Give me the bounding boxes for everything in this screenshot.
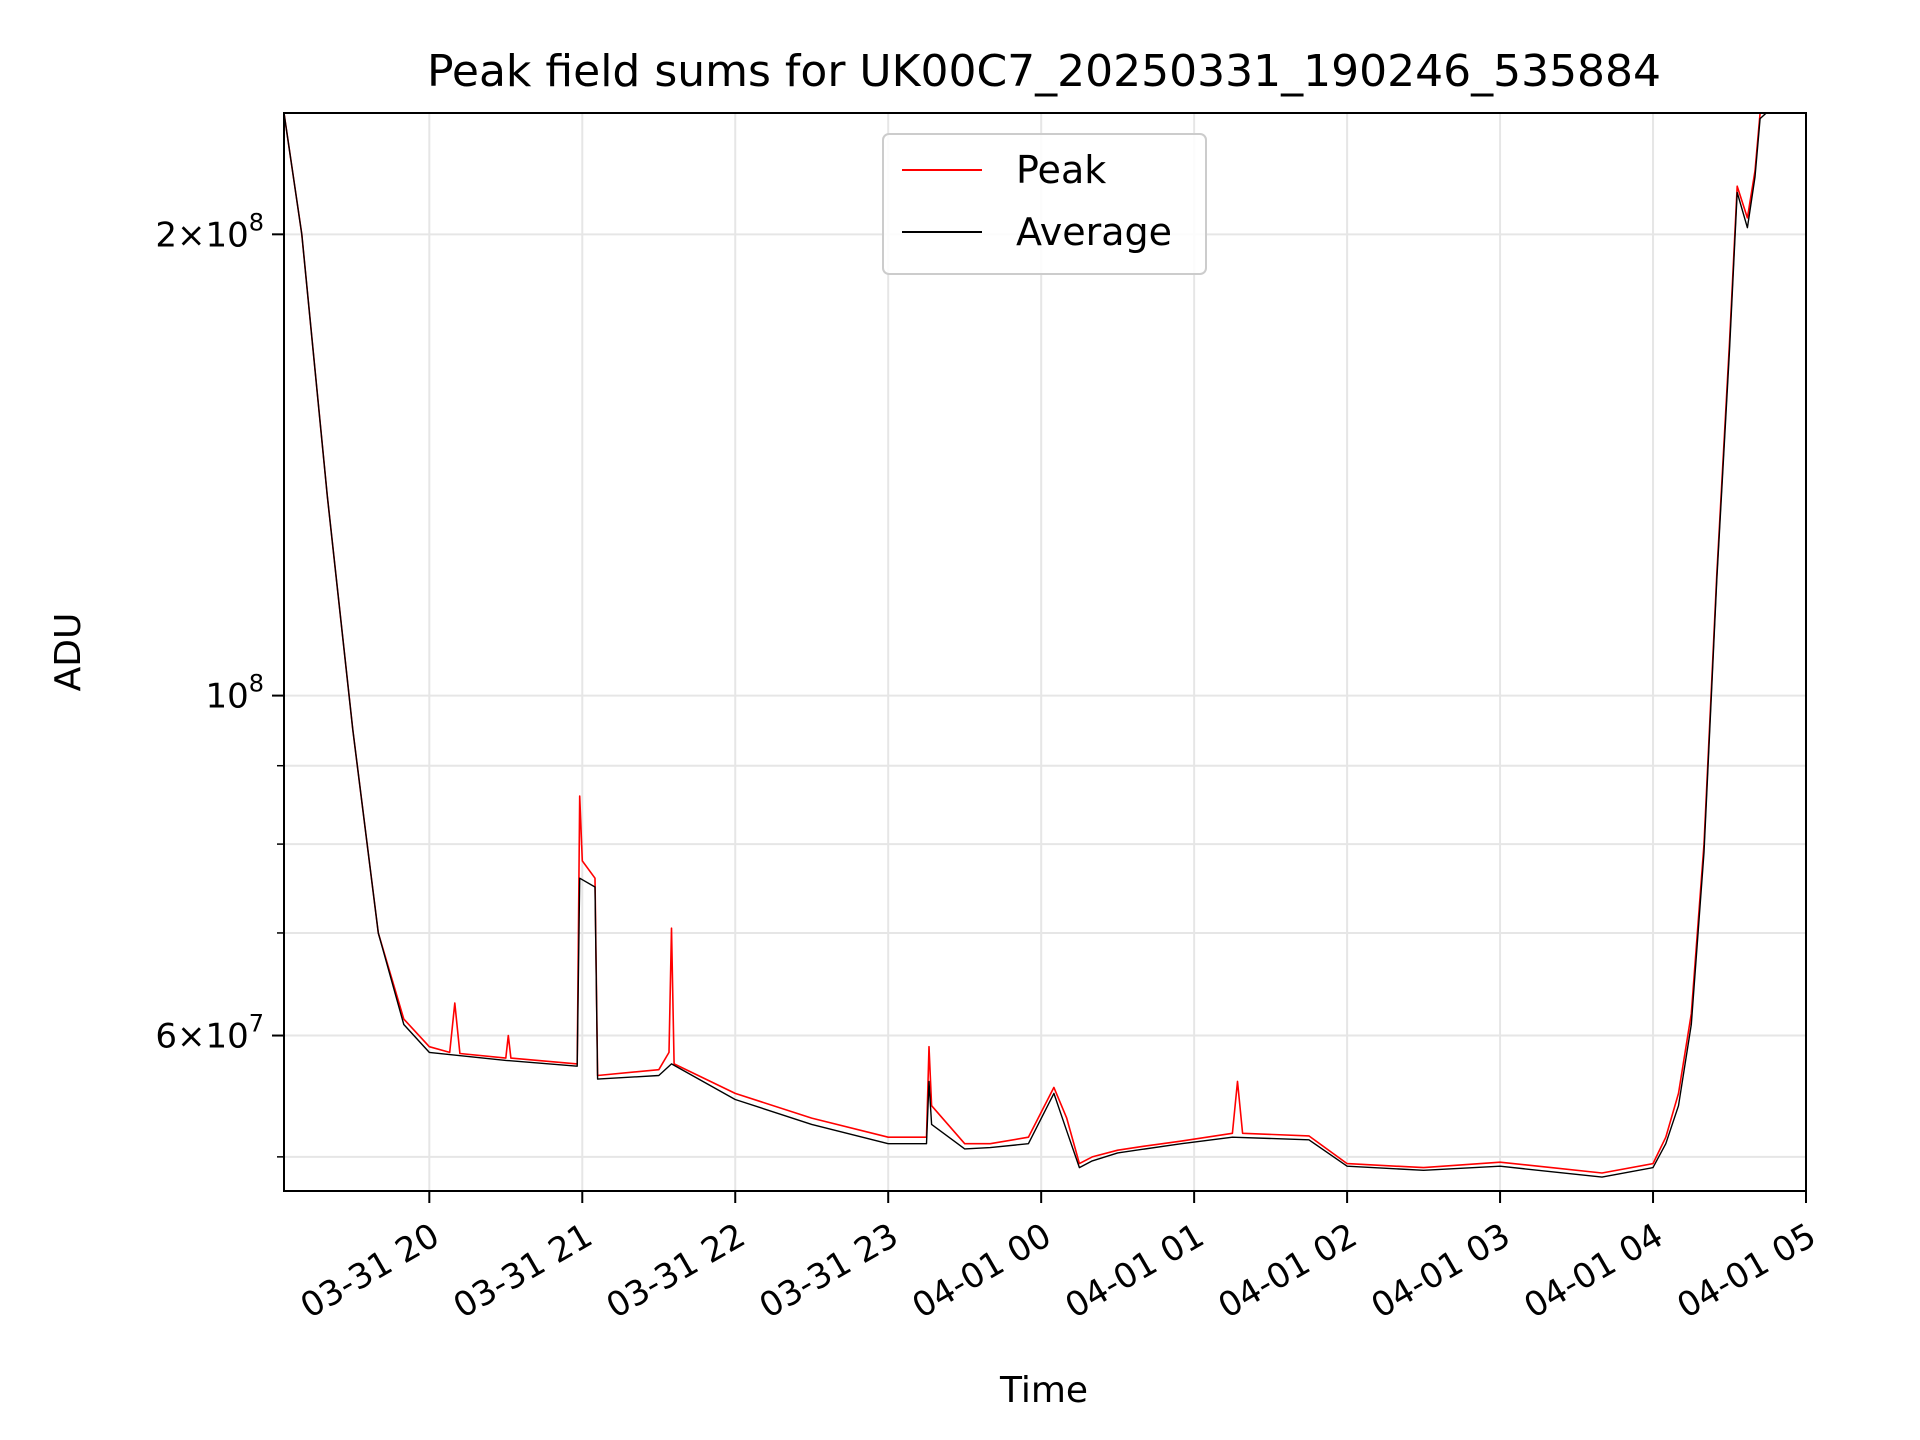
series-line-average: [284, 113, 1768, 1178]
series-line-peak: [284, 113, 1762, 1174]
legend-entry-peak: Peak: [1016, 148, 1106, 192]
x-tick-label: 04-01 00: [906, 1216, 1058, 1327]
legend: Peak Average: [882, 133, 1207, 275]
y-tick-exponent: 8: [249, 670, 264, 698]
x-tick-label: 04-01 01: [1059, 1216, 1211, 1327]
y-tick-mantissa: 2: [155, 215, 177, 255]
y-tick-mantissa: 6: [155, 1017, 177, 1057]
x-tick-label: 04-01 02: [1212, 1216, 1364, 1327]
y-tick-exponent: 7: [249, 1010, 264, 1038]
legend-entry-average: Average: [1016, 210, 1172, 254]
y-tick-base: 10: [205, 215, 248, 255]
x-tick-label: 03-31 20: [294, 1216, 446, 1327]
x-tick-label: 04-01 05: [1671, 1216, 1823, 1327]
y-tick-label: 6×107: [155, 1010, 264, 1057]
x-tick-label: 03-31 21: [447, 1216, 599, 1327]
y-tick-base: 10: [205, 1017, 248, 1057]
x-tick-label: 03-31 22: [600, 1216, 752, 1327]
y-axis-label: ADU: [48, 613, 89, 692]
chart-title: Peak field sums for UK00C7_20250331_1902…: [427, 46, 1661, 97]
y-tick-times: ×: [177, 215, 206, 255]
x-axis-ticks: 03-31 20 03-31 21 03-31 22 03-31 23 04-01 00…: [294, 1191, 1823, 1327]
y-tick-label: 108: [205, 670, 264, 717]
plot-lines: [284, 113, 1768, 1178]
x-tick-label: 04-01 04: [1518, 1216, 1670, 1327]
y-tick-label: 2×108: [155, 208, 264, 255]
axes-frame: [283, 112, 1807, 1192]
x-tick-label: 04-01 03: [1365, 1216, 1517, 1327]
y-tick-exponent: 8: [249, 208, 264, 236]
y-tick-base: 10: [205, 677, 248, 717]
x-axis-label: Time: [999, 1370, 1088, 1411]
y-tick-times: ×: [177, 1017, 206, 1057]
x-tick-label: 03-31 23: [753, 1216, 905, 1327]
grid: [284, 113, 1806, 1191]
